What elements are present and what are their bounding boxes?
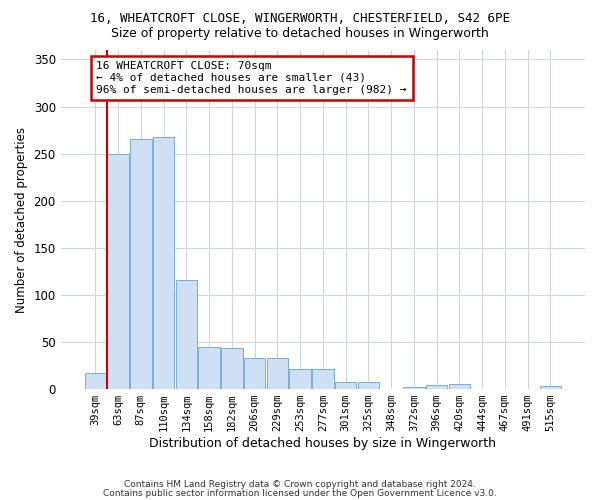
Bar	[244, 358, 265, 389]
Bar	[312, 370, 334, 389]
Bar	[266, 358, 288, 389]
Text: Contains HM Land Registry data © Crown copyright and database right 2024.: Contains HM Land Registry data © Crown c…	[124, 480, 476, 489]
Text: Contains public sector information licensed under the Open Government Licence v3: Contains public sector information licen…	[103, 489, 497, 498]
Text: Size of property relative to detached houses in Wingerworth: Size of property relative to detached ho…	[111, 28, 489, 40]
Bar	[358, 382, 379, 389]
Bar	[153, 136, 175, 389]
Bar	[449, 384, 470, 389]
Bar	[539, 386, 561, 389]
Bar	[85, 373, 106, 389]
X-axis label: Distribution of detached houses by size in Wingerworth: Distribution of detached houses by size …	[149, 437, 496, 450]
Bar	[198, 346, 220, 389]
Text: 16 WHEATCROFT CLOSE: 70sqm
← 4% of detached houses are smaller (43)
96% of semi-: 16 WHEATCROFT CLOSE: 70sqm ← 4% of detac…	[97, 62, 407, 94]
Y-axis label: Number of detached properties: Number of detached properties	[15, 126, 28, 312]
Bar	[403, 387, 425, 389]
Bar	[335, 382, 356, 389]
Bar	[107, 154, 129, 389]
Text: 16, WHEATCROFT CLOSE, WINGERWORTH, CHESTERFIELD, S42 6PE: 16, WHEATCROFT CLOSE, WINGERWORTH, CHEST…	[90, 12, 510, 26]
Bar	[289, 370, 311, 389]
Bar	[176, 280, 197, 389]
Bar	[426, 386, 448, 389]
Bar	[221, 348, 242, 389]
Bar	[130, 140, 152, 389]
